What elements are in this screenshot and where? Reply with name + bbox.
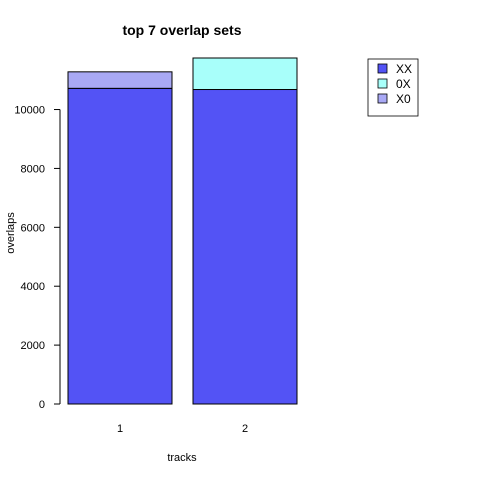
bars-group xyxy=(67,57,298,405)
y-tick-label: 2000 xyxy=(21,340,45,352)
bar-segment-2-XX xyxy=(192,89,298,405)
x-tick-label: 1 xyxy=(117,423,123,435)
legend-swatch-0X xyxy=(377,78,388,89)
legend-swatch-X0 xyxy=(377,93,388,104)
y-tick-label: 8000 xyxy=(21,163,45,175)
y-axis: 0 2000 4000 6000 8000 10000 xyxy=(14,105,61,411)
y-tick-label: 10000 xyxy=(14,105,45,117)
x-tick-label: 2 xyxy=(242,423,248,435)
y-tick-label: 0 xyxy=(39,399,45,411)
bar-segment-1-X0 xyxy=(67,71,173,89)
bar-segment-2-0X xyxy=(192,57,298,91)
y-axis-label: overlaps xyxy=(5,212,17,254)
chart-title: top 7 overlap sets xyxy=(122,22,241,38)
legend-swatch-XX xyxy=(377,63,388,74)
x-axis-label: tracks xyxy=(167,452,197,464)
legend-label: 0X xyxy=(396,77,411,91)
bar-segment-1-XX xyxy=(67,87,173,405)
legend-label: XX xyxy=(396,62,412,76)
legend-label: X0 xyxy=(396,92,411,106)
y-tick-label: 4000 xyxy=(21,281,45,293)
y-tick-label: 6000 xyxy=(21,222,45,234)
legend-box xyxy=(367,58,419,117)
